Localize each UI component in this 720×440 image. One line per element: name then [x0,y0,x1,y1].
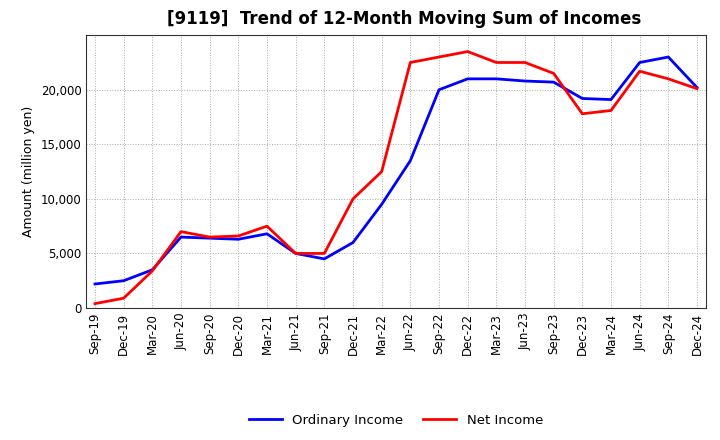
Ordinary Income [664,55,672,60]
Net Income [348,196,357,202]
Ordinary Income [292,251,300,256]
Net Income [91,301,99,306]
Ordinary Income [578,96,587,101]
Ordinary Income [492,76,500,81]
Ordinary Income [635,60,644,65]
Net Income [406,60,415,65]
Net Income [148,268,157,274]
Net Income [693,86,701,92]
Net Income [292,251,300,256]
Ordinary Income [693,85,701,90]
Net Income [664,76,672,81]
Ordinary Income [234,237,243,242]
Net Income [120,296,128,301]
Ordinary Income [320,256,328,261]
Ordinary Income [91,281,99,286]
Ordinary Income [348,240,357,245]
Text: [9119]  Trend of 12-Month Moving Sum of Incomes: [9119] Trend of 12-Month Moving Sum of I… [167,10,641,28]
Ordinary Income [263,231,271,236]
Net Income [464,49,472,54]
Ordinary Income [120,278,128,283]
Ordinary Income [521,78,529,84]
Ordinary Income [176,235,185,240]
Line: Ordinary Income: Ordinary Income [95,57,697,284]
Net Income [263,224,271,229]
Ordinary Income [205,235,214,241]
Line: Net Income: Net Income [95,51,697,304]
Net Income [578,111,587,117]
Net Income [176,229,185,234]
Net Income [205,235,214,240]
Ordinary Income [406,158,415,163]
Net Income [635,69,644,74]
Ordinary Income [607,97,616,102]
Ordinary Income [435,87,444,92]
Net Income [521,60,529,65]
Ordinary Income [377,202,386,207]
Y-axis label: Amount (million yen): Amount (million yen) [22,106,35,237]
Legend: Ordinary Income, Net Income: Ordinary Income, Net Income [243,409,549,433]
Net Income [607,108,616,113]
Net Income [320,251,328,256]
Net Income [492,60,500,65]
Ordinary Income [549,80,558,85]
Ordinary Income [464,76,472,81]
Net Income [234,233,243,238]
Net Income [435,55,444,60]
Net Income [377,169,386,174]
Net Income [549,71,558,76]
Ordinary Income [148,267,157,272]
